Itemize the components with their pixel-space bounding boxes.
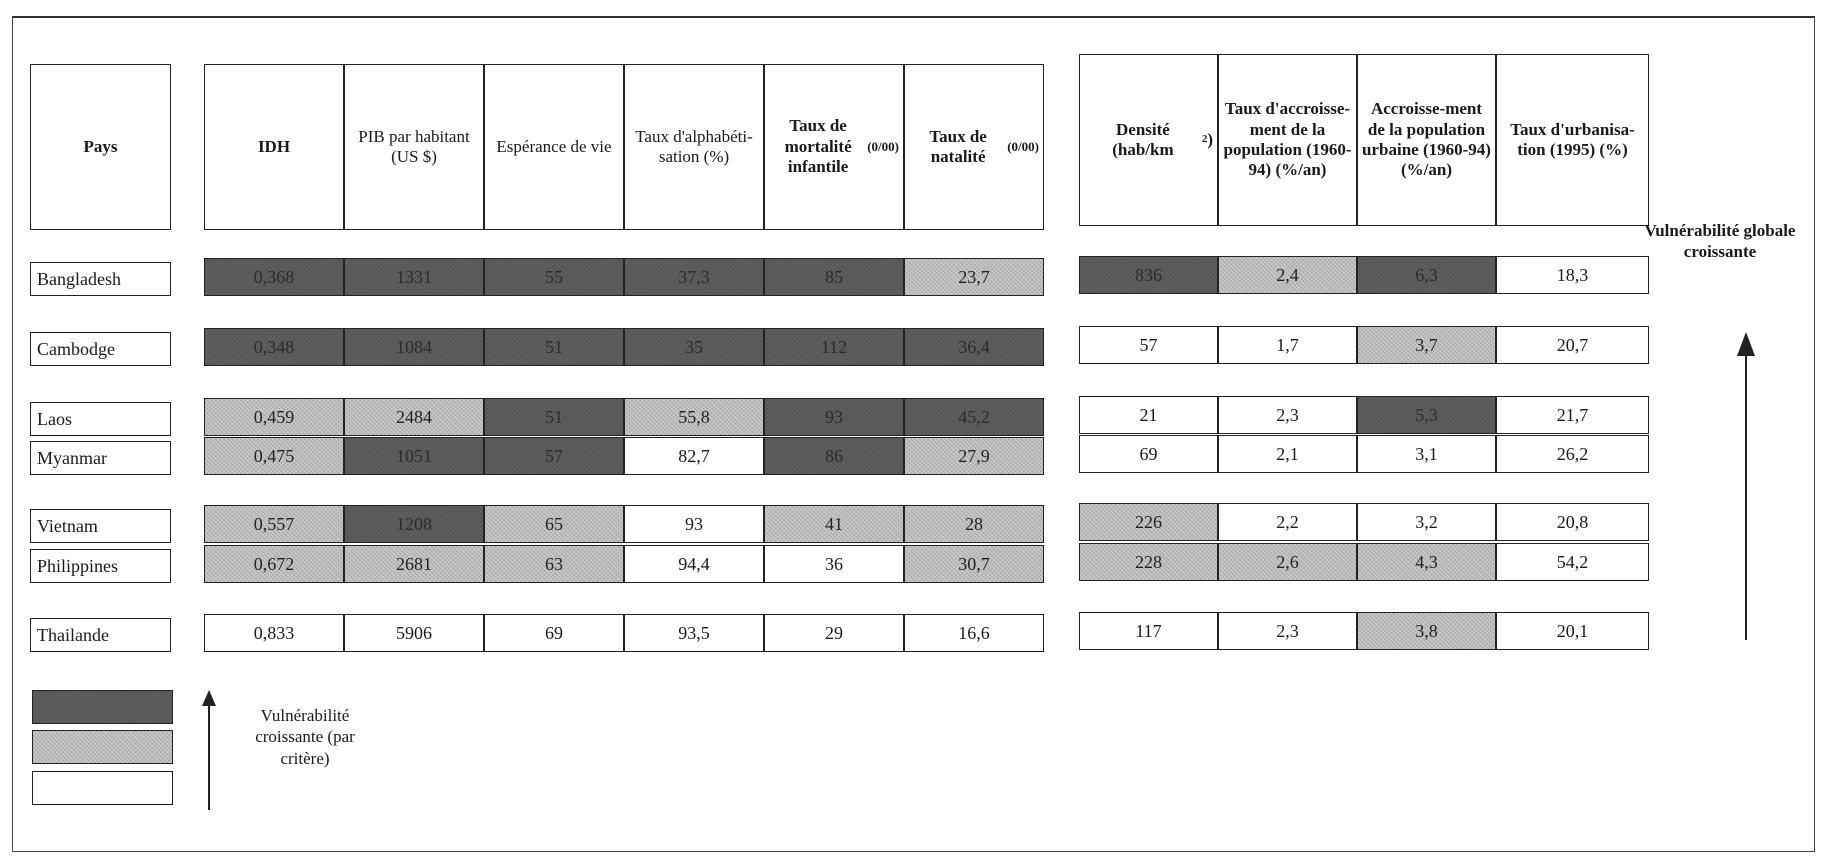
legend-swatch-white — [32, 771, 173, 805]
table1-header-0: IDH — [204, 64, 344, 230]
table2-cell: 1,7 — [1218, 326, 1357, 364]
table2-cell: 57 — [1079, 326, 1218, 364]
table2-header-2: Accroisse-ment de la population urbaine … — [1357, 54, 1496, 226]
global-arrow-icon — [1737, 332, 1755, 640]
table1-cell: 0,672 — [204, 545, 344, 583]
table1-cell: 0,833 — [204, 614, 344, 652]
table1-cell: 55 — [484, 258, 624, 296]
table1-cell: 0,368 — [204, 258, 344, 296]
table2-cell: 18,3 — [1496, 256, 1649, 294]
table1-header-2: Espérance de vie — [484, 64, 624, 230]
table1-cell: 63 — [484, 545, 624, 583]
table2-cell: 2,3 — [1218, 612, 1357, 650]
table1-cell: 65 — [484, 505, 624, 543]
table2-cell: 2,4 — [1218, 256, 1357, 294]
table1-cell: 1331 — [344, 258, 484, 296]
table1-header-4: Taux de mortalité infantile (0/00) — [764, 64, 904, 230]
table1-cell: 35 — [624, 328, 764, 366]
country-cell: Philippines — [30, 549, 171, 583]
legend-label: Vulnérabilité croissante (par critère) — [255, 706, 355, 768]
table1-cell: 23,7 — [904, 258, 1044, 296]
table2-cell: 2,2 — [1218, 503, 1357, 541]
table2-cell: 2,6 — [1218, 543, 1357, 581]
table2-header-3: Taux d'urbanisa-tion (1995) (%) — [1496, 54, 1649, 226]
table1-cell: 1051 — [344, 437, 484, 475]
table1-cell: 86 — [764, 437, 904, 475]
country-header: Pays — [30, 64, 171, 230]
table2-cell: 3,2 — [1357, 503, 1496, 541]
table2-cell: 2,3 — [1218, 396, 1357, 434]
global-vulnerability-label: Vulnérabilité globale croissante — [1644, 221, 1796, 262]
table2-cell: 6,3 — [1357, 256, 1496, 294]
table1-cell: 93 — [764, 398, 904, 436]
legend-swatch-light — [32, 730, 173, 764]
country-cell: Vietnam — [30, 509, 171, 543]
table1-cell: 36,4 — [904, 328, 1044, 366]
table2-cell: 2,1 — [1218, 435, 1357, 473]
country-cell: Bangladesh — [30, 262, 171, 296]
table2-cell: 836 — [1079, 256, 1218, 294]
table1-cell: 0,459 — [204, 398, 344, 436]
table1-cell: 2484 — [344, 398, 484, 436]
table1-cell: 0,557 — [204, 505, 344, 543]
table2-cell: 3,8 — [1357, 612, 1496, 650]
table2-header-1: Taux d'accroisse-ment de la population (… — [1218, 54, 1357, 226]
table2-cell: 4,3 — [1357, 543, 1496, 581]
table1-cell: 69 — [484, 614, 624, 652]
table1-cell: 27,9 — [904, 437, 1044, 475]
table2-header-0: Densité (hab/km 2) — [1079, 54, 1218, 226]
table1-cell: 5906 — [344, 614, 484, 652]
table2-cell: 21,7 — [1496, 396, 1649, 434]
legend-swatch-dark — [32, 690, 173, 724]
table2-cell: 26,2 — [1496, 435, 1649, 473]
table2-cell: 69 — [1079, 435, 1218, 473]
table1-cell: 51 — [484, 328, 624, 366]
table1-cell: 55,8 — [624, 398, 764, 436]
table1-cell: 0,475 — [204, 437, 344, 475]
table2-cell: 226 — [1079, 503, 1218, 541]
table2-cell: 5,3 — [1357, 396, 1496, 434]
table1-cell: 29 — [764, 614, 904, 652]
table2-cell: 3,7 — [1357, 326, 1496, 364]
table2-cell: 20,8 — [1496, 503, 1649, 541]
table1-cell: 16,6 — [904, 614, 1044, 652]
table2-cell: 3,1 — [1357, 435, 1496, 473]
table1-header-1: PIB par habitant (US $) — [344, 64, 484, 230]
table1-cell: 112 — [764, 328, 904, 366]
table1-cell: 41 — [764, 505, 904, 543]
table1-cell: 85 — [764, 258, 904, 296]
table1-cell: 82,7 — [624, 437, 764, 475]
table1-cell: 45,2 — [904, 398, 1044, 436]
table1-cell: 94,4 — [624, 545, 764, 583]
table1-cell: 36 — [764, 545, 904, 583]
table1-cell: 1208 — [344, 505, 484, 543]
table1-cell: 28 — [904, 505, 1044, 543]
table1-cell: 0,348 — [204, 328, 344, 366]
table2-cell: 20,7 — [1496, 326, 1649, 364]
table1-cell: 37,3 — [624, 258, 764, 296]
table2-cell: 21 — [1079, 396, 1218, 434]
country-cell: Myanmar — [30, 441, 171, 475]
legend-arrow-icon — [202, 690, 216, 810]
figure-frame — [12, 16, 1815, 852]
table1-cell: 1084 — [344, 328, 484, 366]
country-cell: Laos — [30, 402, 171, 436]
table1-cell: 30,7 — [904, 545, 1044, 583]
table2-cell: 228 — [1079, 543, 1218, 581]
table1-cell: 93,5 — [624, 614, 764, 652]
table2-cell: 20,1 — [1496, 612, 1649, 650]
country-cell: Cambodge — [30, 332, 171, 366]
table1-cell: 2681 — [344, 545, 484, 583]
country-cell: Thailande — [30, 618, 171, 652]
table1-header-3: Taux d'alphabéti-sation (%) — [624, 64, 764, 230]
table1-cell: 57 — [484, 437, 624, 475]
table1-header-5: Taux de natalité (0/00) — [904, 64, 1044, 230]
table1-cell: 51 — [484, 398, 624, 436]
table1-cell: 93 — [624, 505, 764, 543]
table2-cell: 54,2 — [1496, 543, 1649, 581]
table2-cell: 117 — [1079, 612, 1218, 650]
